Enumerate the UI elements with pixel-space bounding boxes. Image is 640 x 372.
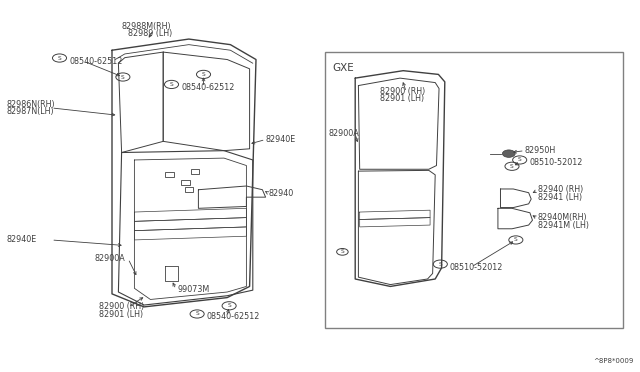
Text: 82900 (RH): 82900 (RH) <box>99 302 145 311</box>
Bar <box>325 52 623 328</box>
Circle shape <box>502 150 515 157</box>
Text: 82940: 82940 <box>269 189 294 198</box>
Text: 82901 (LH): 82901 (LH) <box>99 310 143 319</box>
Bar <box>182 180 189 185</box>
Text: S: S <box>514 237 518 243</box>
Text: S: S <box>227 303 231 308</box>
Text: 82987N(LH): 82987N(LH) <box>6 107 54 116</box>
Text: 08540-62512: 08540-62512 <box>181 83 234 92</box>
Text: 08510-52012: 08510-52012 <box>529 158 582 167</box>
Text: S: S <box>510 164 514 169</box>
Text: 82941 (LH): 82941 (LH) <box>538 193 582 202</box>
Text: 08510-52012: 08510-52012 <box>450 263 503 272</box>
Text: 82950H: 82950H <box>525 146 556 155</box>
Text: 82941M (LH): 82941M (LH) <box>538 221 589 230</box>
Bar <box>165 172 174 177</box>
Text: ^8P8*0009: ^8P8*0009 <box>593 358 634 364</box>
Text: 82900A: 82900A <box>328 129 359 138</box>
Text: 82901 (LH): 82901 (LH) <box>380 94 424 103</box>
Text: S: S <box>121 74 125 80</box>
Text: 82900 (RH): 82900 (RH) <box>380 87 425 96</box>
Text: S: S <box>170 82 173 87</box>
Text: S: S <box>195 311 199 317</box>
Text: 82986N(RH): 82986N(RH) <box>6 100 55 109</box>
Text: S: S <box>518 157 522 163</box>
Text: 08540-62512: 08540-62512 <box>207 312 260 321</box>
Text: 99073M: 99073M <box>178 285 210 294</box>
Text: S: S <box>438 262 442 267</box>
Text: GXE: GXE <box>333 63 355 73</box>
Text: 82940 (RH): 82940 (RH) <box>538 185 583 194</box>
Text: S: S <box>202 72 205 77</box>
Text: 82940E: 82940E <box>6 235 36 244</box>
Text: 82940M(RH): 82940M(RH) <box>538 213 588 222</box>
Text: 82989 (LH): 82989 (LH) <box>128 29 172 38</box>
Text: S: S <box>340 249 344 254</box>
Bar <box>191 169 200 173</box>
Text: 82988M(RH): 82988M(RH) <box>122 22 172 31</box>
Text: S: S <box>58 55 61 61</box>
Text: 82940E: 82940E <box>266 135 296 144</box>
Text: 82900A: 82900A <box>95 254 125 263</box>
Text: 08540-62512: 08540-62512 <box>69 57 122 65</box>
Bar <box>184 187 193 192</box>
